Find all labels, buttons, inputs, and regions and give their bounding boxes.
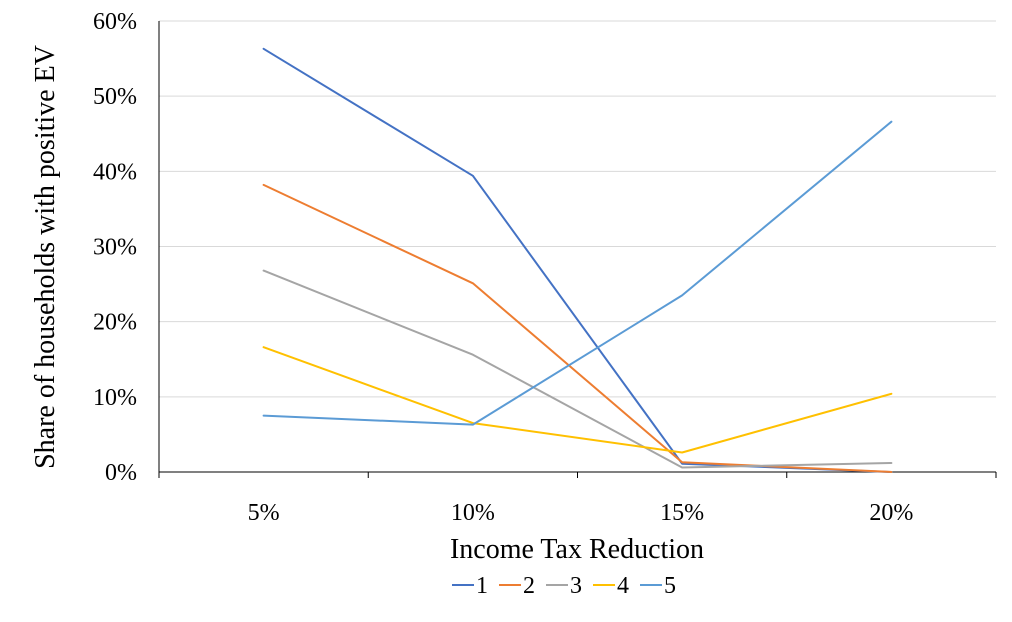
series-line-5 <box>262 120 893 426</box>
axes <box>158 21 997 478</box>
x-tick-label: 20% <box>869 500 913 526</box>
series-line-2 <box>262 183 893 473</box>
y-tick-label: 60% <box>93 9 137 35</box>
legend-label-1: 1 <box>476 573 488 599</box>
y-tick-label: 0% <box>105 460 137 486</box>
x-axis-title: Income Tax Reduction <box>450 534 704 565</box>
x-tick-labels: 5% 10% 15% 20% <box>248 500 914 526</box>
y-axis-title: Share of households with positive EV <box>30 45 61 469</box>
x-tick-label: 15% <box>660 500 704 526</box>
x-tick-label: 10% <box>451 500 495 526</box>
series-line-3 <box>262 269 893 469</box>
legend-label-4: 4 <box>617 573 629 599</box>
y-tick-label: 10% <box>93 385 137 411</box>
x-tick-label: 5% <box>248 500 280 526</box>
y-tick-labels: 0% 10% 20% 30% 40% 50% 60% <box>93 9 137 486</box>
y-tick-label: 50% <box>93 84 137 110</box>
legend-label-5: 5 <box>664 573 676 599</box>
gridlines <box>159 20 996 398</box>
series-line-4 <box>262 346 893 454</box>
series-line-1 <box>262 47 893 473</box>
series-lines <box>262 47 893 473</box>
y-tick-label: 30% <box>93 235 137 261</box>
legend: 1 2 3 4 5 <box>452 573 676 599</box>
legend-label-2: 2 <box>523 573 535 599</box>
y-tick-label: 40% <box>93 159 137 185</box>
legend-label-3: 3 <box>570 573 582 599</box>
y-tick-label: 20% <box>93 310 137 336</box>
